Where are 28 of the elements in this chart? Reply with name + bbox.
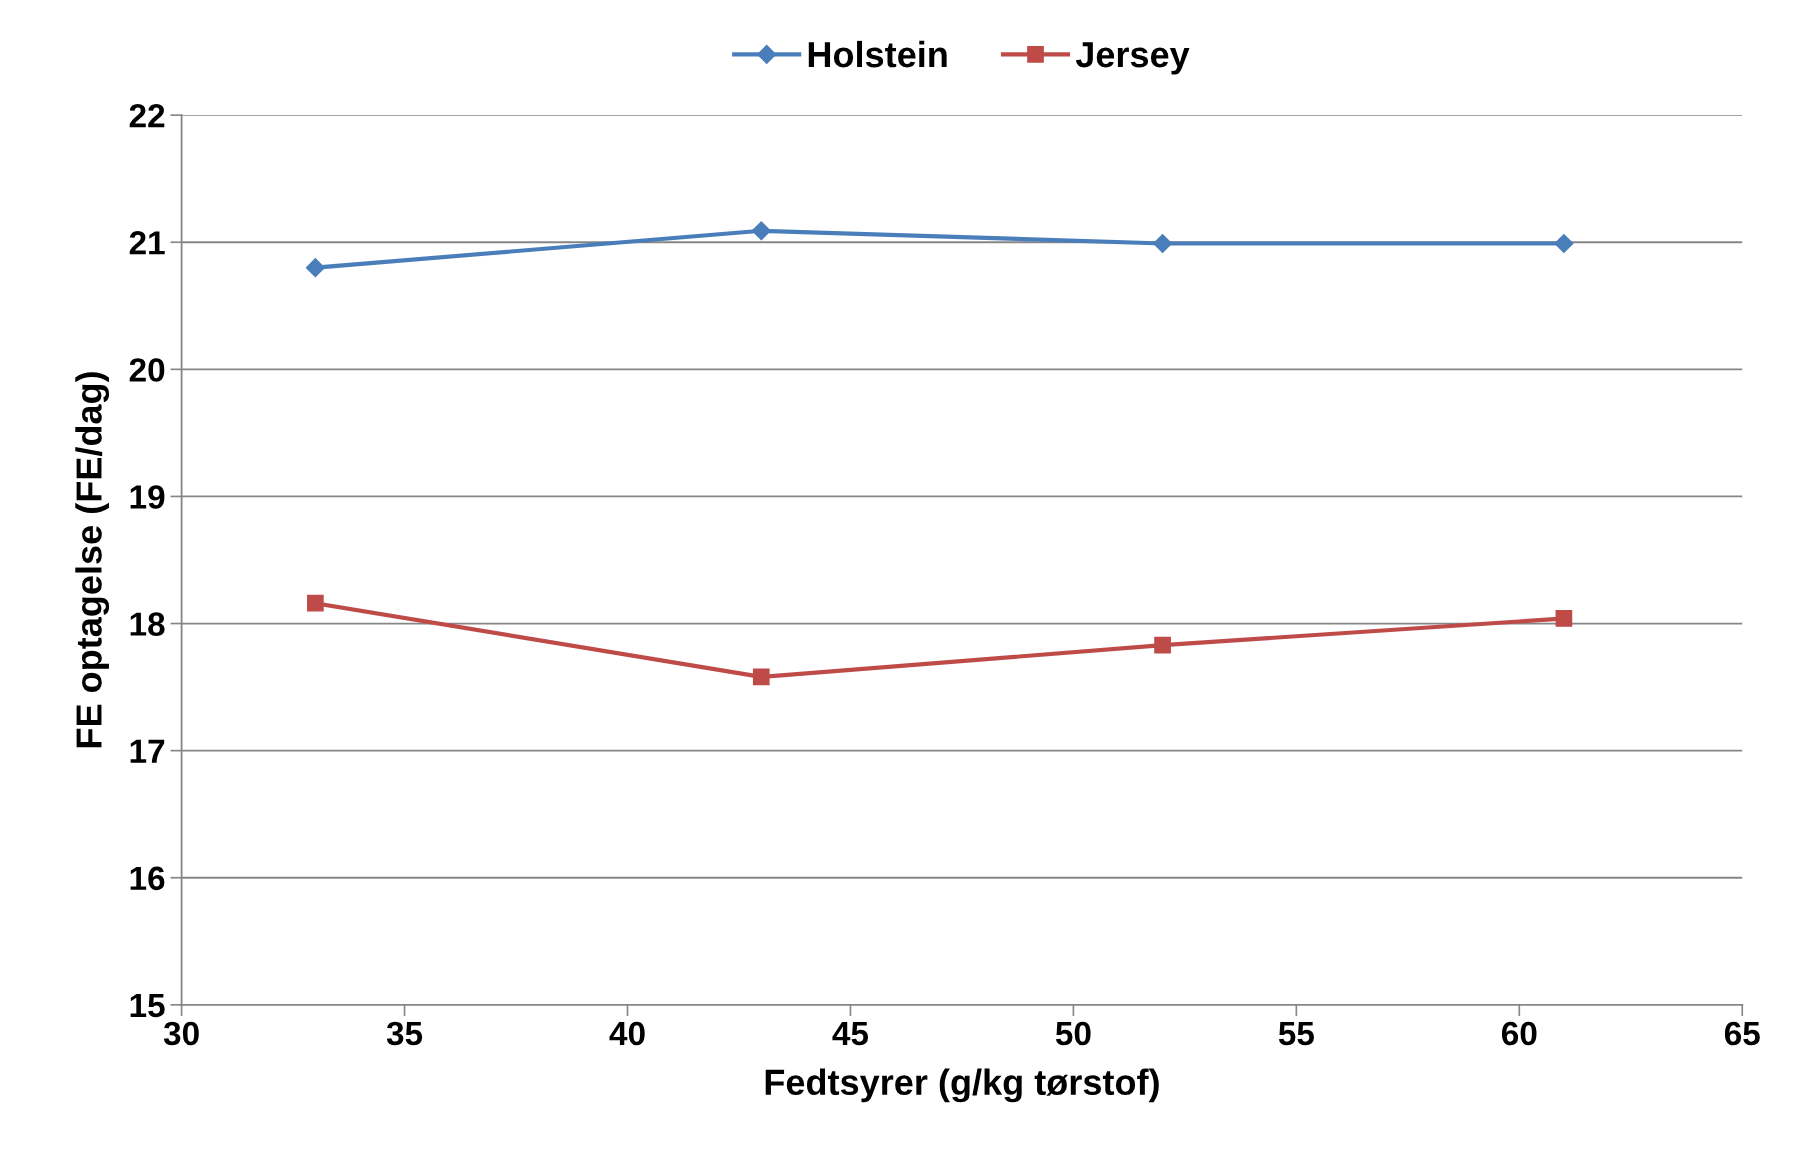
point xyxy=(1154,636,1171,654)
legend-label: Jersey xyxy=(1075,42,1190,75)
y-tick-label: 15 xyxy=(130,993,165,1018)
y-tick-label: 17 xyxy=(130,739,165,763)
point xyxy=(1153,233,1173,254)
y-tick-label: 21 xyxy=(129,231,165,255)
x-tick-label: 55 xyxy=(1278,1022,1314,1046)
legend-label: Holstein xyxy=(808,40,947,68)
point xyxy=(1554,233,1574,254)
x-tick-label: 30 xyxy=(163,1021,199,1046)
y-tick-label: 16 xyxy=(130,866,165,891)
x-tick-label: 45 xyxy=(832,1022,869,1046)
point xyxy=(752,668,770,686)
point xyxy=(307,594,324,612)
y-tick-label: 19 xyxy=(130,485,165,509)
x-axis-title: Fedtsyrer (g/kg tørstof) xyxy=(765,1068,1159,1103)
x-tick-label: 35 xyxy=(386,1021,423,1046)
point xyxy=(305,258,325,278)
y-axis-title: FE optagelse (FE/dag) xyxy=(75,372,110,748)
y-tick-label: 22 xyxy=(129,103,165,128)
x-tick-label: 40 xyxy=(609,1021,645,1046)
x-tick-label: 50 xyxy=(1055,1021,1091,1046)
y-tick-label: 18 xyxy=(130,612,165,636)
x-tick-label: 60 xyxy=(1501,1021,1537,1046)
y-tick-label: 20 xyxy=(129,358,165,382)
point xyxy=(751,221,771,241)
x-tick-label: 65 xyxy=(1724,1021,1760,1046)
point xyxy=(1555,610,1573,627)
